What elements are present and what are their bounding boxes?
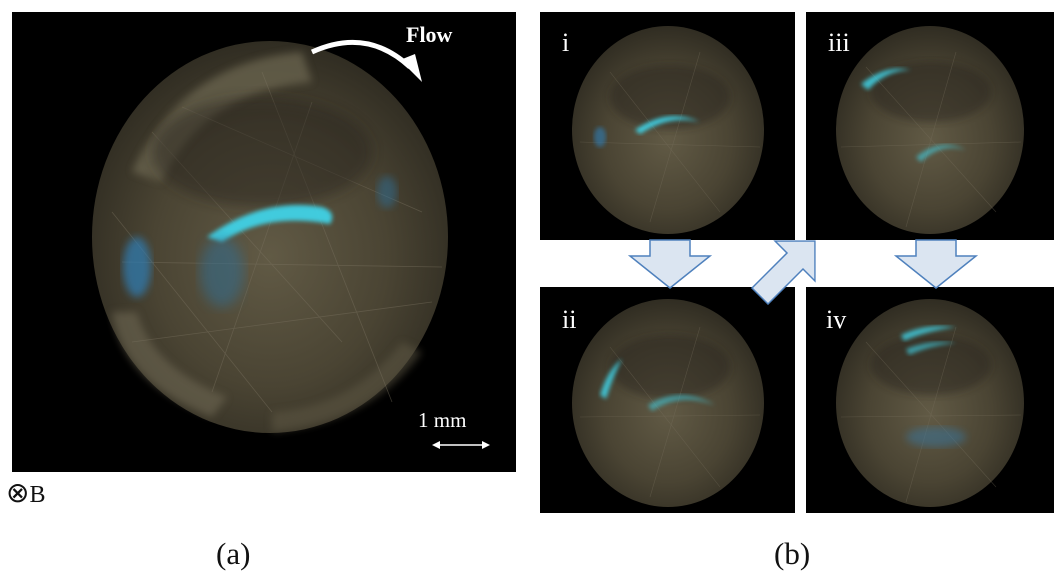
subpanel-label-i: i	[562, 28, 570, 57]
magnetic-field-indicator: ⊗B	[6, 476, 45, 509]
field-direction-icon: ⊗	[6, 476, 30, 509]
subpanel-label-iii: iii	[828, 28, 850, 57]
scale-label: 1 mm	[418, 408, 467, 432]
droplet-image-ii: ii	[540, 287, 795, 513]
subpanel-label-iv: iv	[826, 305, 847, 334]
caption-a: (a)	[216, 536, 251, 571]
flow-arrow-head	[400, 54, 422, 82]
arrow-iii-to-iv	[893, 239, 979, 289]
glow-patch-center	[200, 237, 244, 307]
glow-streak-main	[207, 205, 333, 242]
glow-patch-left	[123, 237, 151, 297]
droplet-image-i: i	[540, 12, 795, 240]
droplet-image-iii: iii	[806, 12, 1054, 240]
droplet-rim-bottom-left	[112, 312, 227, 417]
arrow-i-to-ii	[627, 239, 713, 289]
field-label: B	[29, 482, 46, 508]
subpanel-label-ii: ii	[562, 305, 577, 334]
droplet-image-main: Flow 1 mm	[12, 12, 516, 472]
flow-arrow-curve	[310, 39, 412, 69]
scale-bar-left-head	[432, 441, 440, 449]
droplet-rim-bottom-right	[272, 342, 422, 432]
droplet-dark-region	[152, 97, 372, 207]
droplet-image-iv: iv	[806, 287, 1054, 513]
flow-label: Flow	[406, 22, 453, 47]
glow-patch-right	[377, 176, 397, 208]
scale-bar-right-head	[482, 441, 490, 449]
caption-b: (b)	[774, 536, 811, 571]
droplet-photo	[92, 39, 490, 449]
